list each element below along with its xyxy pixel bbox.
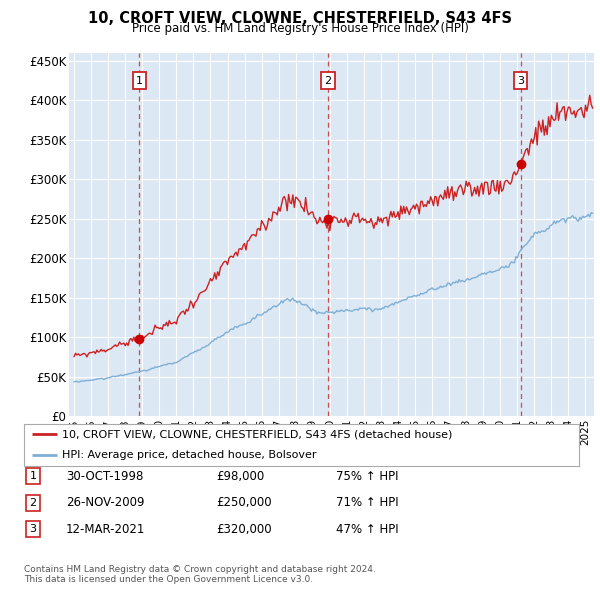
Text: £98,000: £98,000 [216, 470, 264, 483]
Text: 1: 1 [136, 76, 143, 86]
Text: HPI: Average price, detached house, Bolsover: HPI: Average price, detached house, Bols… [62, 451, 316, 460]
Text: 2: 2 [325, 76, 332, 86]
Text: 12-MAR-2021: 12-MAR-2021 [66, 523, 145, 536]
Text: 26-NOV-2009: 26-NOV-2009 [66, 496, 145, 509]
Text: 10, CROFT VIEW, CLOWNE, CHESTERFIELD, S43 4FS: 10, CROFT VIEW, CLOWNE, CHESTERFIELD, S4… [88, 11, 512, 25]
Text: 47% ↑ HPI: 47% ↑ HPI [336, 523, 398, 536]
Text: Price paid vs. HM Land Registry's House Price Index (HPI): Price paid vs. HM Land Registry's House … [131, 22, 469, 35]
Text: 1: 1 [29, 471, 37, 481]
Text: 75% ↑ HPI: 75% ↑ HPI [336, 470, 398, 483]
Text: 10, CROFT VIEW, CLOWNE, CHESTERFIELD, S43 4FS (detached house): 10, CROFT VIEW, CLOWNE, CHESTERFIELD, S4… [62, 430, 452, 439]
Text: 2: 2 [29, 498, 37, 507]
Text: 3: 3 [517, 76, 524, 86]
Text: £320,000: £320,000 [216, 523, 272, 536]
Text: Contains HM Land Registry data © Crown copyright and database right 2024.
This d: Contains HM Land Registry data © Crown c… [24, 565, 376, 584]
Text: £250,000: £250,000 [216, 496, 272, 509]
Text: 3: 3 [29, 525, 37, 534]
Text: 71% ↑ HPI: 71% ↑ HPI [336, 496, 398, 509]
Text: 30-OCT-1998: 30-OCT-1998 [66, 470, 143, 483]
